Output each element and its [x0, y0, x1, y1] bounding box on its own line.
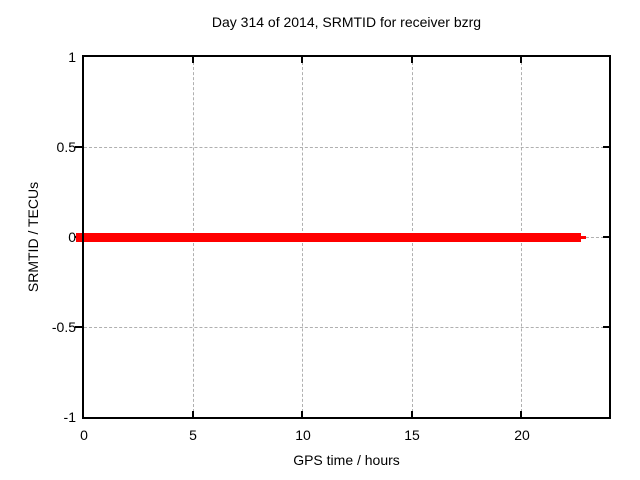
chart-title: Day 314 of 2014, SRMTID for receiver bzr… — [211, 14, 482, 30]
y-tick-label: 0 — [68, 229, 76, 245]
x-tick-label: 0 — [80, 427, 88, 443]
y-tick-label: 1 — [68, 49, 76, 65]
y-tick-label: -1 — [63, 409, 76, 425]
y-grid-line — [84, 327, 609, 328]
y-tick-label: 0.5 — [56, 139, 76, 155]
y-grid-line — [84, 147, 609, 148]
y-tick-mark — [603, 146, 609, 148]
x-tick-label: 10 — [295, 427, 311, 443]
plot-area — [75, 55, 611, 419]
y-tick-mark — [603, 236, 609, 238]
series-line-srmtid — [76, 233, 581, 242]
x-tick-label: 5 — [189, 427, 197, 443]
x-tick-mark — [192, 411, 194, 417]
x-tick-mark — [520, 57, 522, 63]
x-tick-mark — [301, 57, 303, 63]
x-axis-label: GPS time / hours — [293, 452, 400, 468]
x-tick-mark — [411, 57, 413, 63]
x-tick-mark — [520, 411, 522, 417]
x-tick-label: 20 — [514, 427, 530, 443]
x-tick-label: 15 — [404, 427, 420, 443]
y-tick-label: -0.5 — [51, 319, 76, 335]
y-tick-mark — [75, 326, 82, 328]
series-line-end-nub — [581, 236, 586, 239]
y-tick-mark — [75, 146, 82, 148]
x-tick-mark — [411, 411, 413, 417]
y-tick-mark — [603, 326, 609, 328]
x-tick-mark — [192, 57, 194, 63]
x-tick-mark — [301, 411, 303, 417]
